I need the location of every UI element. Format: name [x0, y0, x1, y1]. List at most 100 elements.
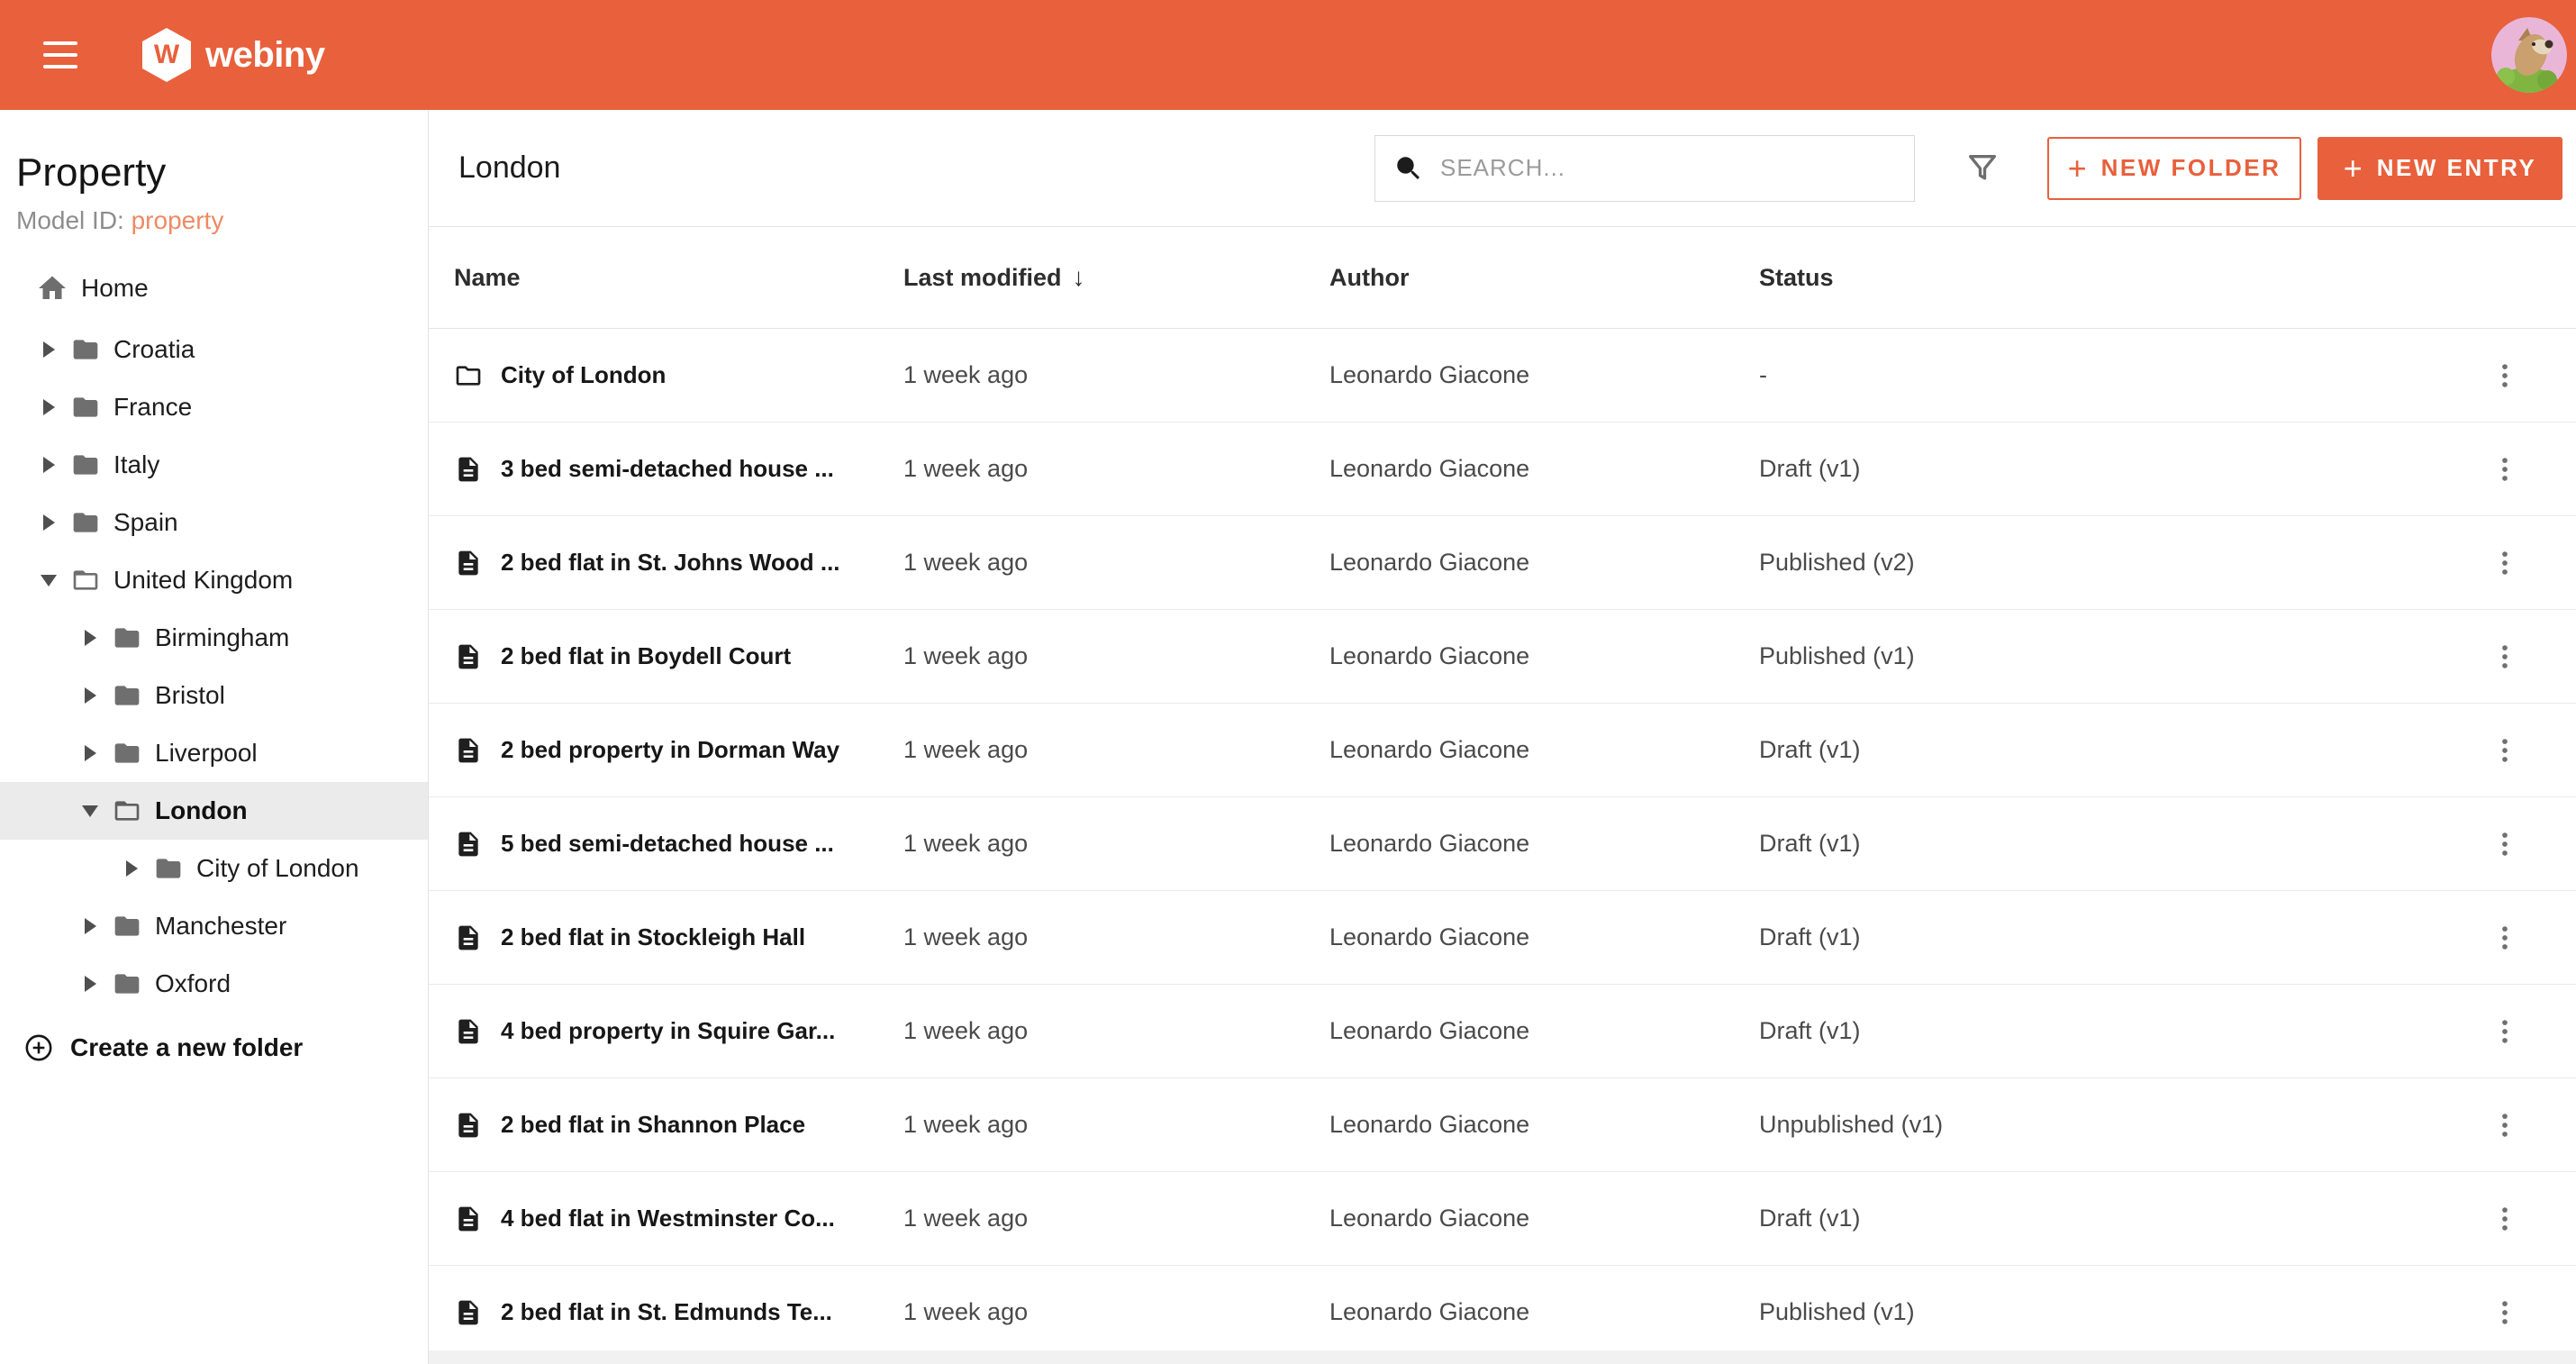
topbar: W webiny — [0, 0, 2576, 110]
sidebar-item-home[interactable]: Home — [0, 268, 428, 308]
row-menu-button[interactable] — [2480, 350, 2530, 401]
sidebar-item-united-kingdom[interactable]: United Kingdom — [0, 551, 428, 609]
new-entry-button[interactable]: + NEW ENTRY — [2317, 136, 2562, 200]
entry-author: Leonardo Giacone — [1329, 830, 1530, 857]
table-row[interactable]: 4 bed property in Squire Gar... 1 week a… — [429, 985, 2576, 1078]
sort-desc-arrow-icon[interactable]: ↓ — [1072, 263, 1085, 291]
entry-author: Leonardo Giacone — [1329, 1017, 1530, 1044]
filter-funnel-icon[interactable] — [1964, 150, 2000, 186]
row-menu-button[interactable] — [2480, 1194, 2530, 1244]
entry-modified: 1 week ago — [903, 455, 1029, 482]
entry-author: Leonardo Giacone — [1329, 736, 1530, 763]
row-menu-button[interactable] — [2480, 444, 2530, 495]
hamburger-menu-icon[interactable] — [43, 41, 77, 68]
brand-wordmark: webiny — [205, 34, 325, 75]
sidebar-item-label: Bristol — [155, 681, 225, 709]
new-folder-label: NEW FOLDER — [2100, 154, 2281, 181]
entry-modified: 1 week ago — [903, 1111, 1029, 1138]
folder-open-icon — [110, 796, 144, 825]
entry-name[interactable]: 5 bed semi-detached house ... — [501, 830, 834, 857]
entry-name[interactable]: 3 bed semi-detached house ... — [501, 455, 834, 482]
chevron-right-icon[interactable] — [123, 860, 140, 877]
row-menu-button[interactable] — [2480, 1287, 2530, 1338]
row-menu-button[interactable] — [2480, 1006, 2530, 1057]
entry-name[interactable]: 2 bed flat in Shannon Place — [501, 1111, 806, 1138]
entry-name[interactable]: 4 bed flat in Westminster Co... — [501, 1205, 835, 1232]
sidebar-item-manchester[interactable]: Manchester — [0, 897, 428, 955]
entry-name[interactable]: 2 bed flat in St. Johns Wood ... — [501, 549, 840, 576]
sidebar-item-london[interactable]: London — [0, 782, 428, 840]
sidebar-item-france[interactable]: France — [0, 378, 428, 436]
logo-letter: W — [153, 40, 180, 69]
chevron-right-icon[interactable] — [41, 399, 57, 415]
folder-icon — [68, 335, 103, 364]
row-menu-button[interactable] — [2480, 913, 2530, 963]
entry-author: Leonardo Giacone — [1329, 549, 1530, 576]
chevron-right-icon[interactable] — [82, 630, 98, 646]
table-row[interactable]: 2 bed flat in St. Johns Wood ... 1 week … — [429, 516, 2576, 610]
table-row[interactable]: 4 bed flat in Westminster Co... 1 week a… — [429, 1172, 2576, 1266]
sidebar-item-bristol[interactable]: Bristol — [0, 667, 428, 724]
main-layout: Property Model ID: property Home Croatia — [0, 110, 2576, 1364]
table-row[interactable]: 5 bed semi-detached house ... 1 week ago… — [429, 797, 2576, 891]
create-folder-button[interactable]: Create a new folder — [0, 1027, 428, 1068]
table-row[interactable]: 2 bed property in Dorman Way 1 week ago … — [429, 704, 2576, 797]
page-title: London — [458, 150, 561, 185]
chevron-right-icon[interactable] — [82, 687, 98, 704]
folder-open-icon — [68, 566, 103, 595]
column-header-name[interactable]: Name — [454, 263, 521, 291]
row-menu-button[interactable] — [2480, 538, 2530, 588]
chevron-right-icon[interactable] — [82, 976, 98, 992]
column-header-author[interactable]: Author — [1329, 263, 1410, 291]
chevron-right-icon[interactable] — [41, 514, 57, 531]
search-input[interactable] — [1440, 154, 1896, 182]
entry-name[interactable]: 2 bed flat in St. Edmunds Te... — [501, 1298, 832, 1325]
entry-modified: 1 week ago — [903, 830, 1029, 857]
row-menu-button[interactable] — [2480, 1100, 2530, 1150]
folder-icon — [68, 450, 103, 479]
new-entry-label: NEW ENTRY — [2376, 154, 2537, 181]
document-icon — [458, 925, 478, 950]
table-row[interactable]: 3 bed semi-detached house ... 1 week ago… — [429, 423, 2576, 516]
table-row[interactable]: 2 bed flat in St. Edmunds Te... 1 week a… — [429, 1266, 2576, 1359]
entry-name[interactable]: 4 bed property in Squire Gar... — [501, 1017, 836, 1044]
content-header: London + NEW FOLD — [429, 110, 2576, 227]
sidebar-item-city-of-london[interactable]: City of London — [0, 840, 428, 897]
table-row[interactable]: 2 bed flat in Shannon Place 1 week ago L… — [429, 1078, 2576, 1172]
webiny-logo[interactable]: W webiny — [142, 28, 325, 82]
chevron-down-icon[interactable] — [41, 574, 57, 587]
row-menu-button[interactable] — [2480, 819, 2530, 869]
sidebar-item-croatia[interactable]: Croatia — [0, 321, 428, 378]
sidebar-item-spain[interactable]: Spain — [0, 494, 428, 551]
document-icon — [458, 738, 478, 762]
folder-icon — [110, 739, 144, 768]
chevron-right-icon[interactable] — [41, 341, 57, 358]
entry-name[interactable]: 2 bed flat in Boydell Court — [501, 642, 792, 669]
column-header-status[interactable]: Status — [1759, 263, 1834, 291]
document-icon — [458, 1019, 478, 1043]
sidebar-item-liverpool[interactable]: Liverpool — [0, 724, 428, 782]
column-header-last-modified[interactable]: Last modified ↓ — [903, 263, 1085, 291]
entry-author: Leonardo Giacone — [1329, 361, 1530, 388]
model-id-link[interactable]: property — [131, 206, 224, 234]
entry-name[interactable]: 2 bed property in Dorman Way — [501, 736, 840, 763]
sidebar-item-label: France — [113, 393, 193, 421]
entry-name[interactable]: City of London — [501, 361, 667, 388]
new-folder-button[interactable]: + NEW FOLDER — [2047, 136, 2301, 200]
search-icon — [1397, 156, 1420, 179]
chevron-down-icon[interactable] — [82, 805, 98, 817]
entry-name[interactable]: 2 bed flat in Stockleigh Hall — [501, 923, 806, 950]
table-row[interactable]: 2 bed flat in Boydell Court 1 week ago L… — [429, 610, 2576, 704]
chevron-right-icon[interactable] — [82, 918, 98, 934]
chevron-right-icon[interactable] — [82, 745, 98, 761]
table-row[interactable]: City of London 1 week ago Leonardo Giaco… — [429, 329, 2576, 423]
table-row[interactable]: 2 bed flat in Stockleigh Hall 1 week ago… — [429, 891, 2576, 985]
sidebar-item-italy[interactable]: Italy — [0, 436, 428, 494]
sidebar-item-birmingham[interactable]: Birmingham — [0, 609, 428, 667]
sidebar-item-oxford[interactable]: Oxford — [0, 955, 428, 1013]
chevron-right-icon[interactable] — [41, 457, 57, 473]
user-avatar[interactable] — [2491, 17, 2567, 93]
row-menu-button[interactable] — [2480, 632, 2530, 682]
entry-author: Leonardo Giacone — [1329, 1205, 1530, 1232]
row-menu-button[interactable] — [2480, 725, 2530, 776]
